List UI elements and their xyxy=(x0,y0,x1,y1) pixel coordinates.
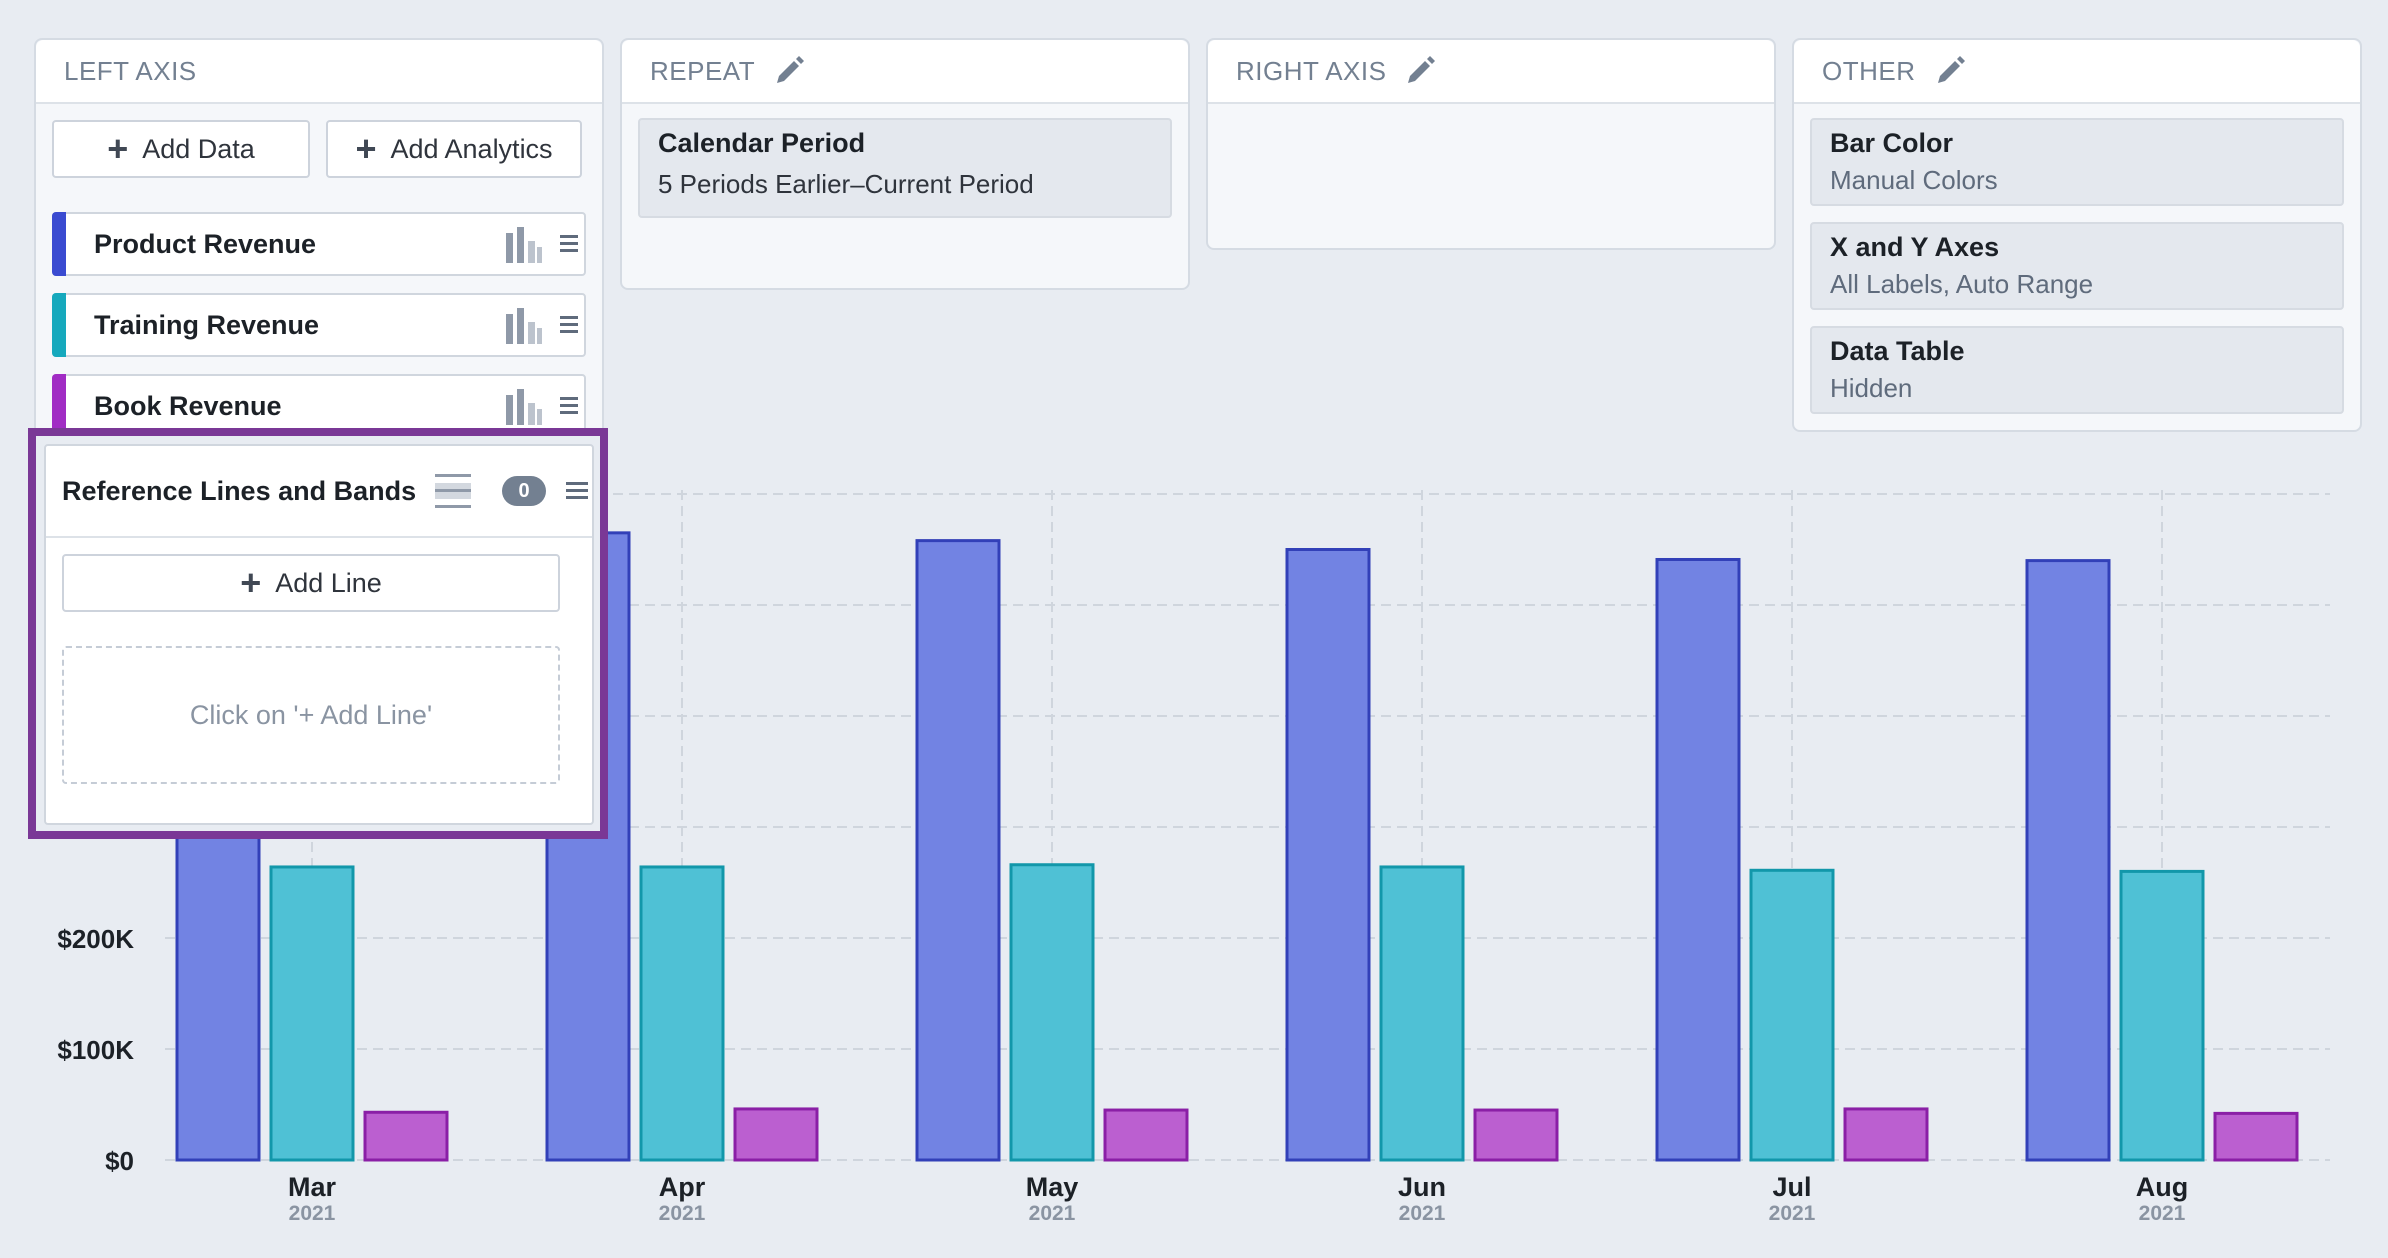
series-label: Book Revenue xyxy=(94,390,282,421)
bar xyxy=(1379,865,1465,1162)
other-panel: OTHER Bar Color Manual Colors X and Y Ax… xyxy=(1792,38,2362,432)
x-tick-sublabel: 2021 xyxy=(659,1202,706,1225)
reference-lines-panel: Reference Lines and Bands 0 + Add Line C… xyxy=(44,444,594,825)
reference-lines-highlight: Reference Lines and Bands 0 + Add Line C… xyxy=(28,428,608,839)
reference-lines-count-badge: 0 xyxy=(502,476,546,506)
bar-color-card[interactable]: Bar Color Manual Colors xyxy=(1810,118,2344,206)
calendar-period-card[interactable]: Calendar Period 5 Periods Earlier–Curren… xyxy=(638,118,1172,218)
x-tick-sublabel: 2021 xyxy=(1029,1202,1076,1225)
pencil-icon[interactable] xyxy=(1934,55,1966,87)
pencil-icon[interactable] xyxy=(1404,55,1436,87)
add-line-button[interactable]: + Add Line xyxy=(62,554,560,612)
bar xyxy=(2025,559,2111,1162)
bar xyxy=(269,865,355,1162)
x-tick-label: Mar xyxy=(288,1172,337,1202)
series-label: Training Revenue xyxy=(94,309,320,340)
plus-icon: + xyxy=(240,562,262,603)
reference-band-icon xyxy=(435,474,471,508)
series-item-training-revenue[interactable]: Training Revenue xyxy=(52,293,586,357)
other-title: OTHER xyxy=(1822,55,1916,86)
x-tick-sublabel: 2021 xyxy=(1769,1202,1816,1225)
pencil-icon[interactable] xyxy=(773,55,805,87)
repeat-title: REPEAT xyxy=(650,55,756,86)
left-axis-header: LEFT AXIS xyxy=(36,40,602,104)
add-analytics-button[interactable]: + Add Analytics xyxy=(326,120,582,178)
bar xyxy=(1009,863,1095,1162)
axes-card[interactable]: X and Y Axes All Labels, Auto Range xyxy=(1810,222,2344,310)
reference-lines-empty-hint: Click on '+ Add Line' xyxy=(62,646,560,784)
data-table-title: Data Table xyxy=(1830,336,1965,366)
bar-color-value: Manual Colors xyxy=(1830,165,1998,195)
bar xyxy=(363,1110,449,1162)
plus-icon: + xyxy=(355,128,377,169)
x-tick-sublabel: 2021 xyxy=(289,1202,336,1225)
y-tick-label: $200K xyxy=(57,924,134,954)
x-tick-label: May xyxy=(1026,1172,1079,1202)
series-color-stripe xyxy=(52,212,66,276)
add-line-label: Add Line xyxy=(275,567,382,598)
right-axis-header: RIGHT AXIS xyxy=(1208,40,1774,104)
data-table-value: Hidden xyxy=(1830,373,1913,403)
bar-chart-icon[interactable] xyxy=(504,225,542,263)
bar xyxy=(1473,1108,1559,1162)
series-color-stripe xyxy=(52,293,66,357)
bar xyxy=(915,539,1001,1162)
x-tick-sublabel: 2021 xyxy=(2139,1202,2186,1225)
other-header: OTHER xyxy=(1794,40,2360,104)
x-tick-label: Jul xyxy=(1772,1172,1811,1202)
drag-handle-icon[interactable] xyxy=(560,394,578,418)
bar xyxy=(1103,1108,1189,1162)
series-item-book-revenue[interactable]: Book Revenue xyxy=(52,374,586,438)
bar xyxy=(1285,548,1371,1162)
bar-chart-icon[interactable] xyxy=(504,387,542,425)
axes-value: All Labels, Auto Range xyxy=(1830,269,2094,299)
calendar-period-title: Calendar Period xyxy=(658,128,866,158)
x-tick-label: Apr xyxy=(659,1172,706,1202)
y-tick-label: $0 xyxy=(105,1146,134,1176)
axes-title: X and Y Axes xyxy=(1830,232,2000,262)
add-data-label: Add Data xyxy=(142,133,255,164)
drag-handle-icon[interactable] xyxy=(560,313,578,337)
bar-chart-icon[interactable] xyxy=(504,306,542,344)
y-tick-label: $100K xyxy=(57,1035,134,1065)
right-axis-panel: RIGHT AXIS xyxy=(1206,38,1776,250)
x-tick-label: Jun xyxy=(1398,1172,1446,1202)
series-color-stripe xyxy=(52,374,66,438)
bar xyxy=(733,1107,819,1162)
bar xyxy=(1749,868,1835,1162)
data-table-card[interactable]: Data Table Hidden xyxy=(1810,326,2344,414)
bar xyxy=(1843,1107,1929,1162)
series-item-product-revenue[interactable]: Product Revenue xyxy=(52,212,586,276)
reference-lines-title: Reference Lines and Bands xyxy=(62,475,417,506)
drag-handle-icon[interactable] xyxy=(566,479,588,503)
x-tick-sublabel: 2021 xyxy=(1399,1202,1446,1225)
repeat-header: REPEAT xyxy=(622,40,1188,104)
calendar-period-value: 5 Periods Earlier–Current Period xyxy=(658,169,1034,199)
bar xyxy=(2213,1111,2299,1162)
repeat-panel: REPEAT Calendar Period 5 Periods Earlier… xyxy=(620,38,1190,290)
add-analytics-label: Add Analytics xyxy=(390,133,553,164)
series-label: Product Revenue xyxy=(94,228,317,259)
bar xyxy=(639,865,725,1162)
bar-color-title: Bar Color xyxy=(1830,128,1954,158)
bar xyxy=(1655,557,1741,1162)
add-data-button[interactable]: + Add Data xyxy=(52,120,310,178)
right-axis-title: RIGHT AXIS xyxy=(1236,55,1387,86)
x-tick-label: Aug xyxy=(2136,1172,2188,1202)
bar xyxy=(2119,869,2205,1162)
drag-handle-icon[interactable] xyxy=(560,232,578,256)
plus-icon: + xyxy=(107,128,129,169)
left-axis-title: LEFT AXIS xyxy=(64,55,197,86)
reference-lines-header: Reference Lines and Bands 0 xyxy=(46,446,592,538)
